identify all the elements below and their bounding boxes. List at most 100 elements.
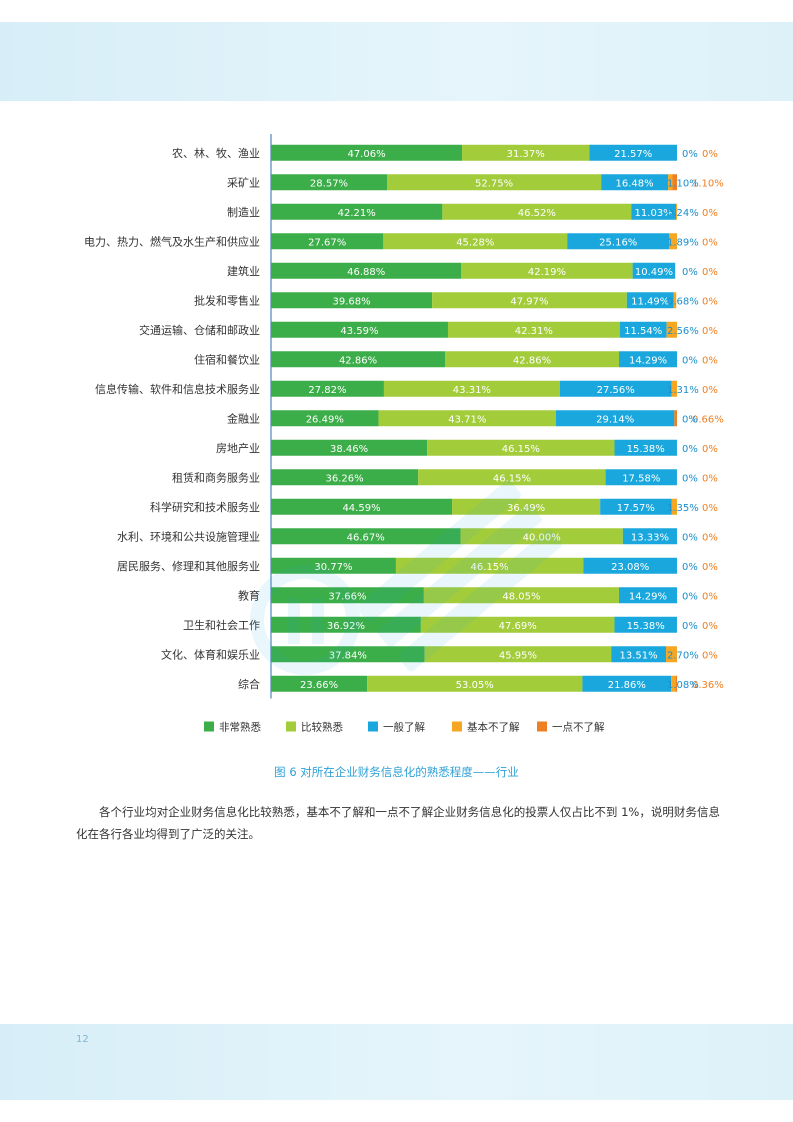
data-label: 36.49%: [507, 503, 545, 514]
bar-segment: [666, 646, 677, 663]
industry-familiarity-chart: 农、林、牧、渔业 47.06% 31.37% 21.57% 采矿业 28.57% 52.75…: [84, 134, 724, 734]
bar-segment: [395, 557, 584, 574]
data-label: 21.86%: [608, 680, 646, 691]
bar-segment: [619, 351, 678, 368]
data-label: 44.59%: [342, 503, 380, 514]
legend-swatch: [368, 721, 378, 732]
data-label: 17.58%: [622, 473, 660, 484]
legend-swatch: [204, 721, 214, 732]
category-label: 农、林、牧、渔业: [172, 146, 260, 160]
data-label: 47.06%: [347, 149, 385, 160]
data-label: 11.49%: [631, 296, 669, 307]
data-label: 13.51%: [620, 650, 658, 661]
bar-segment: [583, 557, 677, 574]
bar-segment: [614, 439, 677, 456]
bar-segment: [423, 587, 619, 604]
data-label: 0%: [702, 503, 718, 514]
bar-segment: [672, 174, 677, 191]
data-label: 2.56%: [667, 326, 699, 337]
data-label: 38.46%: [330, 444, 368, 455]
bar-segment: [600, 498, 672, 515]
data-label: 0%: [702, 296, 718, 307]
bar-segment: [622, 528, 677, 545]
bar-segment: [567, 233, 670, 250]
category-label: 教育: [238, 588, 260, 602]
bar-segment: [462, 144, 590, 161]
bar-segment: [605, 469, 677, 486]
data-label: 43.31%: [453, 385, 491, 396]
data-label: 0%: [682, 562, 698, 573]
data-label: 42.19%: [528, 267, 566, 278]
data-label: 0%: [682, 532, 698, 543]
legend-entry: 基本不了解: [467, 721, 520, 734]
data-label: 0%: [702, 532, 718, 543]
bar-segment: [632, 262, 676, 279]
category-label: 水利、环境和公共设施管理业: [117, 529, 260, 543]
data-label: 1.31%: [667, 385, 699, 396]
bar-segment: [271, 351, 446, 368]
bar-segment: [271, 646, 425, 663]
legend-swatch: [537, 721, 547, 732]
data-label: 40.00%: [523, 532, 561, 543]
data-label: 36.26%: [326, 473, 364, 484]
data-label: 0%: [682, 149, 698, 160]
bar-segment: [614, 616, 677, 633]
bar-segment: [460, 528, 623, 545]
data-label: 0%: [682, 473, 698, 484]
data-label: 0%: [702, 326, 718, 337]
data-label: 30.77%: [314, 562, 352, 573]
bar-segment: [271, 380, 384, 397]
data-label: 46.15%: [502, 444, 540, 455]
bar-segment: [666, 321, 677, 338]
category-label: 金融业: [227, 411, 260, 425]
bar-segment: [445, 351, 620, 368]
data-label: 0%: [702, 208, 718, 219]
category-label: 建筑业: [227, 264, 260, 278]
data-label: 1.10%: [692, 178, 724, 189]
bar-segment: [271, 528, 461, 545]
bar-segment: [271, 498, 453, 515]
bar-segment: [668, 174, 673, 191]
category-label: 批发和零售业: [194, 293, 260, 307]
figure-caption: 图 6 对所在企业财务信息化的熟悉程度——行业: [274, 765, 519, 779]
bar-segment: [271, 587, 424, 604]
data-label: 45.95%: [499, 650, 537, 661]
category-label: 住宿和餐饮业: [194, 352, 260, 366]
bar-segment: [675, 675, 678, 692]
bar-segment: [556, 410, 675, 427]
bar-segment: [673, 292, 677, 309]
data-label: 43.71%: [448, 414, 486, 425]
data-label: 46.88%: [347, 267, 385, 278]
data-label: 45.28%: [456, 237, 494, 248]
data-label: 17.57%: [617, 503, 655, 514]
data-label: 1.08%: [667, 680, 699, 691]
bar-segment: [420, 616, 615, 633]
body-paragraph: 各个行业均对企业财务信息化比较熟悉，基本不了解和一点不了解企业财务信息化的投票人…: [76, 805, 720, 841]
data-label: 0%: [682, 444, 698, 455]
bar-segment: [427, 439, 615, 456]
data-label: 39.68%: [332, 296, 370, 307]
legend-swatch: [286, 721, 296, 732]
category-label: 文化、体育和娱乐业: [161, 647, 260, 661]
bar-segment: [442, 203, 632, 220]
data-label: 0%: [702, 562, 718, 573]
data-label: 29.14%: [596, 414, 634, 425]
data-label: 31.37%: [507, 149, 545, 160]
data-label: 14.29%: [629, 355, 667, 366]
legend-entry: 非常熟悉: [219, 721, 261, 734]
bar-segment: [271, 233, 384, 250]
bar-segment: [619, 321, 667, 338]
data-label: 0%: [702, 621, 718, 632]
category-label: 采矿业: [227, 176, 260, 189]
bar-segment: [611, 646, 667, 663]
data-label: 0%: [702, 149, 718, 160]
bar-segment: [559, 380, 672, 397]
data-label: 52.75%: [475, 178, 513, 189]
bar-segment: [271, 469, 419, 486]
data-label: 27.67%: [308, 237, 346, 248]
bar-segment: [582, 675, 672, 692]
data-label: 0%: [702, 237, 718, 248]
bar-segment: [589, 144, 677, 161]
data-label: 0%: [702, 355, 718, 366]
data-label: 26.49%: [306, 414, 344, 425]
